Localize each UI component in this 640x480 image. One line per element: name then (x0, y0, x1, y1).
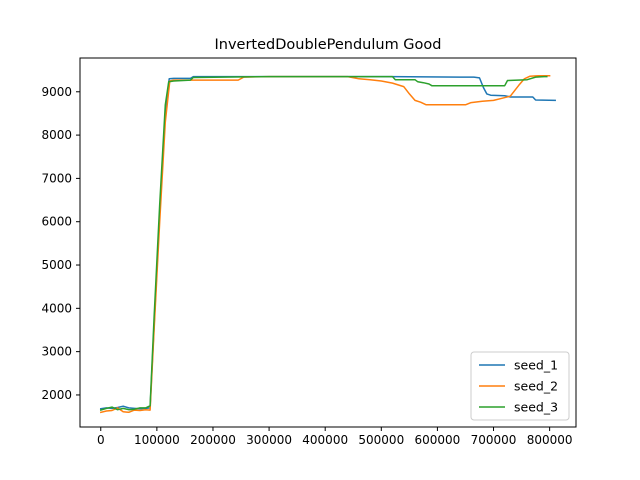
x-tick-label: 300000 (246, 433, 292, 447)
y-tick-label: 9000 (41, 85, 72, 99)
legend-label-seed_2: seed_2 (514, 379, 558, 394)
x-tick-label: 0 (97, 433, 105, 447)
y-tick-label: 8000 (41, 128, 72, 142)
x-tick-label: 400000 (302, 433, 348, 447)
legend-label-seed_1: seed_1 (514, 358, 558, 373)
x-tick-label: 800000 (527, 433, 573, 447)
y-tick-label: 6000 (41, 215, 72, 229)
legend-label-seed_3: seed_3 (514, 400, 558, 415)
y-tick-label: 2000 (41, 388, 72, 402)
series-line-seed_3 (99, 75, 548, 412)
plot-frame (79, 57, 577, 428)
x-tick-label: 500000 (358, 433, 404, 447)
series-layer (99, 75, 556, 414)
series-line-seed_1 (99, 75, 556, 410)
x-axis: 0 100000 200000 300000 400000 500000 600000 700… (97, 427, 573, 447)
x-tick-label: 700000 (471, 433, 517, 447)
y-tick-label: 3000 (41, 345, 72, 359)
x-tick-label: 200000 (190, 433, 236, 447)
legend-frame (470, 351, 570, 421)
y-tick-label: 7000 (41, 171, 72, 185)
series-line-seed_2 (99, 75, 551, 414)
legend: seed_1 seed_2 seed_3 (470, 351, 570, 421)
y-axis: 2000 3000 4000 5000 6000 7000 8000 9000 (41, 85, 80, 402)
x-tick-label: 600000 (415, 433, 461, 447)
x-tick-label: 100000 (134, 433, 180, 447)
chart-title: InvertedDoublePendulum Good (215, 37, 442, 53)
y-tick-label: 4000 (41, 301, 72, 315)
y-tick-label: 5000 (41, 258, 72, 272)
